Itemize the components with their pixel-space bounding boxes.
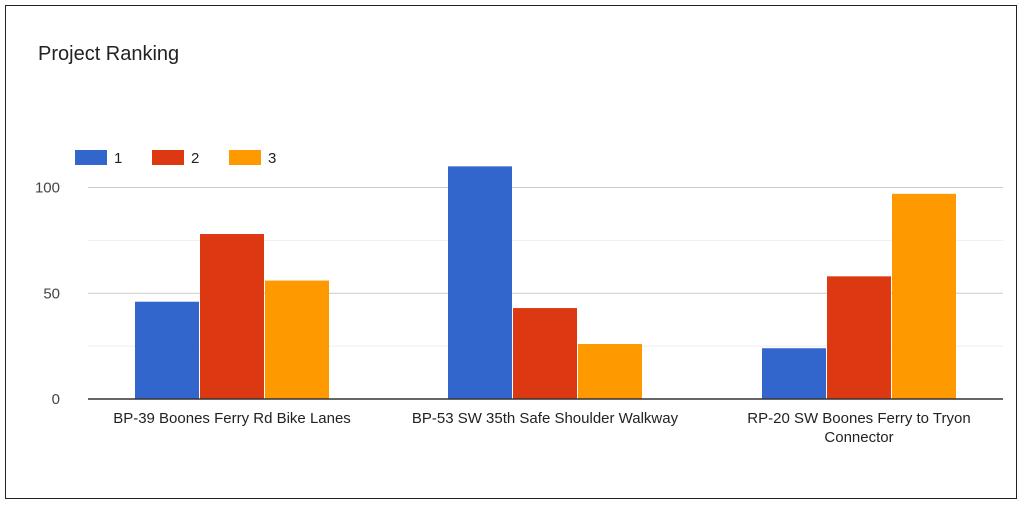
- x-category-label: BP-39 Boones Ferry Rd Bike Lanes: [113, 410, 351, 427]
- legend-label-1: 1: [114, 150, 122, 167]
- x-category-label: Connector: [824, 429, 893, 446]
- bar-series-3-1: [265, 280, 329, 399]
- bar-series-2-3: [827, 276, 891, 399]
- bar-series-2-1: [200, 234, 264, 399]
- bar-series-1-2: [448, 166, 512, 399]
- chart-frame: [5, 5, 1017, 499]
- legend-swatch-1: [75, 150, 107, 165]
- legend-swatch-2: [152, 150, 184, 165]
- bar-series-1-3: [762, 348, 826, 399]
- chart-title: Project Ranking: [38, 43, 180, 65]
- bar-series-3-3: [892, 193, 956, 399]
- y-tick-label: 50: [43, 285, 60, 302]
- bar-series-2-2: [513, 308, 577, 399]
- x-category-label: RP-20 SW Boones Ferry to Tryon: [747, 410, 970, 427]
- y-tick-label: 100: [35, 180, 60, 197]
- bar-series-1-1: [135, 301, 199, 399]
- y-tick-label: 0: [52, 391, 60, 408]
- x-category-label: BP-53 SW 35th Safe Shoulder Walkway: [412, 410, 679, 427]
- legend-label-2: 2: [191, 150, 199, 167]
- legend-swatch-3: [229, 150, 261, 165]
- bar-series-3-2: [578, 344, 642, 399]
- legend-label-3: 3: [268, 150, 276, 167]
